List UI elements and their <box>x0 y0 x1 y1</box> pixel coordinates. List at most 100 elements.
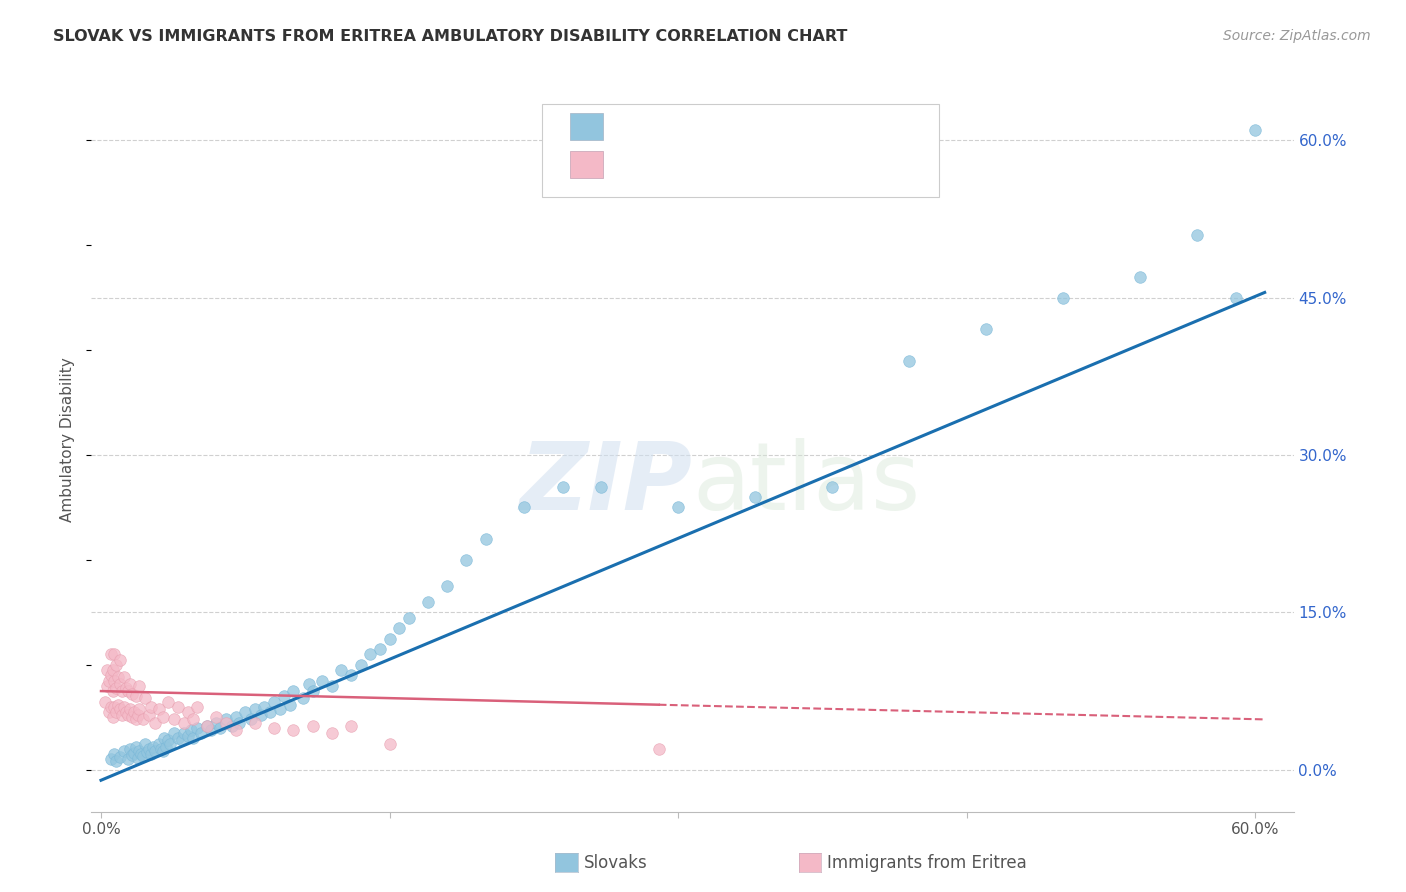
Point <box>298 677 321 691</box>
Point <box>821 479 844 493</box>
Point <box>180 723 202 737</box>
Point <box>253 699 276 714</box>
Text: R =: R = <box>621 118 661 136</box>
Point <box>134 737 156 751</box>
Point <box>142 739 165 754</box>
Point <box>155 739 177 754</box>
Point <box>143 744 166 758</box>
Point <box>100 648 122 662</box>
Point <box>124 739 146 754</box>
Point <box>591 479 613 493</box>
Point <box>110 702 132 716</box>
Point <box>243 702 266 716</box>
Point <box>301 719 323 733</box>
Point <box>173 715 195 730</box>
Point <box>176 705 198 719</box>
Text: R =: R = <box>621 155 661 174</box>
Point <box>148 737 170 751</box>
Point <box>112 699 135 714</box>
FancyBboxPatch shape <box>543 104 939 197</box>
Point <box>205 710 228 724</box>
Point <box>259 705 281 719</box>
Point <box>100 699 122 714</box>
Point <box>105 657 128 672</box>
Point <box>974 322 997 336</box>
Point <box>115 705 138 719</box>
Point <box>139 747 162 761</box>
Point <box>128 744 150 758</box>
Point <box>225 710 247 724</box>
Point <box>1187 227 1209 242</box>
Point <box>301 684 323 698</box>
Point <box>666 500 689 515</box>
Point <box>176 729 198 743</box>
Point <box>122 746 145 760</box>
Point <box>183 731 205 746</box>
Point <box>112 670 135 684</box>
Point <box>378 737 401 751</box>
Point <box>101 663 124 677</box>
Point <box>121 710 143 724</box>
Point <box>228 715 250 730</box>
Point <box>474 532 496 546</box>
Point <box>215 713 238 727</box>
Point <box>132 749 155 764</box>
Point <box>153 731 176 746</box>
Point <box>195 719 218 733</box>
Point <box>97 705 120 719</box>
Point <box>186 699 208 714</box>
Point <box>456 553 478 567</box>
Point <box>110 652 132 666</box>
Point <box>170 733 193 747</box>
Point <box>139 699 162 714</box>
Point <box>744 490 766 504</box>
Text: 0.753: 0.753 <box>682 118 738 136</box>
Point <box>132 713 155 727</box>
Point <box>136 745 159 759</box>
Point <box>340 668 363 682</box>
Point <box>152 744 174 758</box>
Point <box>100 752 122 766</box>
Point <box>128 702 150 716</box>
Point <box>190 726 212 740</box>
Point <box>127 708 149 723</box>
Point <box>388 621 411 635</box>
Point <box>436 579 458 593</box>
Text: ZIP: ZIP <box>520 438 692 530</box>
Point <box>311 673 333 688</box>
Point <box>97 673 120 688</box>
Point <box>143 715 166 730</box>
Text: Source: ZipAtlas.com: Source: ZipAtlas.com <box>1223 29 1371 43</box>
Point <box>103 673 125 688</box>
Point <box>378 632 401 646</box>
Point <box>96 679 118 693</box>
Point <box>96 663 118 677</box>
Point <box>101 684 124 698</box>
Point <box>321 726 343 740</box>
Point <box>111 708 134 723</box>
Bar <box>569 151 603 178</box>
Text: SLOVAK VS IMMIGRANTS FROM ERITREA AMBULATORY DISABILITY CORRELATION CHART: SLOVAK VS IMMIGRANTS FROM ERITREA AMBULA… <box>53 29 848 44</box>
Point <box>148 702 170 716</box>
Point <box>118 702 141 716</box>
Point <box>112 744 135 758</box>
Point <box>221 719 243 733</box>
Point <box>648 741 671 756</box>
Point <box>183 713 205 727</box>
Point <box>103 648 125 662</box>
Text: Slovaks: Slovaks <box>583 855 647 872</box>
Point <box>115 681 138 695</box>
Text: atlas: atlas <box>692 438 921 530</box>
Point <box>121 687 143 701</box>
Y-axis label: Ambulatory Disability: Ambulatory Disability <box>60 357 76 522</box>
Point <box>321 679 343 693</box>
Point <box>273 690 295 704</box>
Point <box>263 721 285 735</box>
Point <box>1129 269 1152 284</box>
Point <box>173 726 195 740</box>
Point <box>225 723 247 737</box>
Point <box>291 691 314 706</box>
Point <box>128 679 150 693</box>
Point <box>103 699 125 714</box>
Point <box>186 721 208 735</box>
